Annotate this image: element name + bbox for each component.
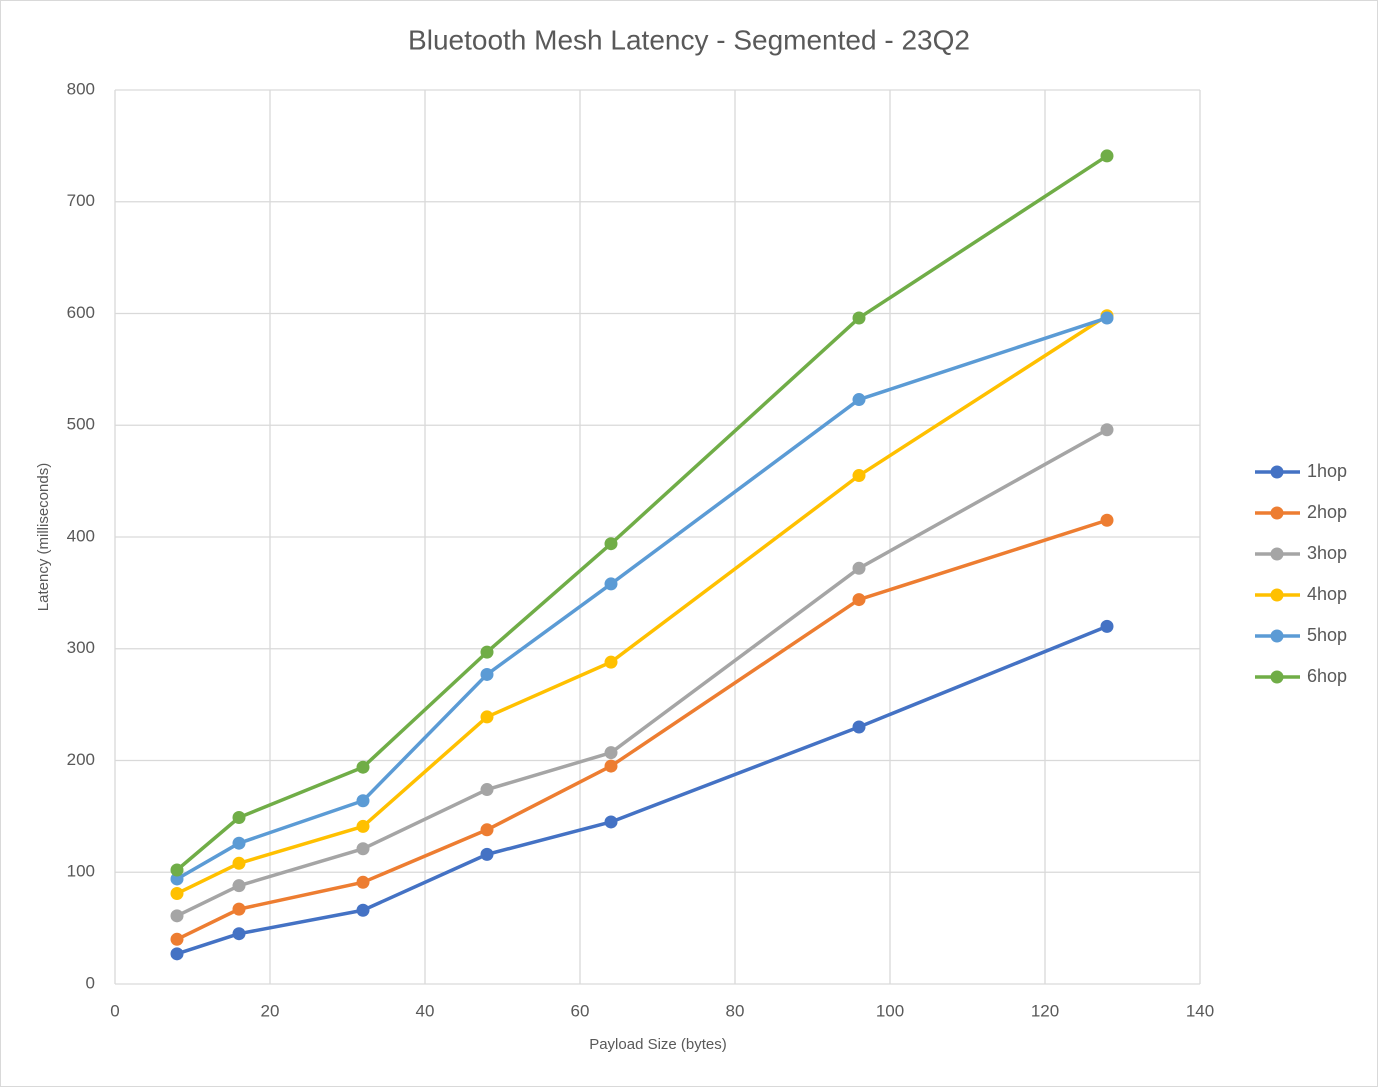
data-point [852, 393, 866, 407]
data-point [852, 469, 866, 483]
x-tick-label: 60 [571, 1001, 590, 1020]
y-tick-label: 600 [67, 303, 95, 322]
data-point [604, 577, 618, 591]
data-point [356, 903, 370, 917]
y-tick-label: 700 [67, 191, 95, 210]
y-tick-label: 200 [67, 750, 95, 769]
data-point [480, 783, 494, 797]
legend-marker [1270, 465, 1284, 479]
legend-label: 5hop [1307, 625, 1347, 645]
data-point [1100, 513, 1114, 527]
data-point [480, 823, 494, 837]
data-point [480, 645, 494, 659]
legend-marker [1270, 670, 1284, 684]
data-point [604, 746, 618, 760]
x-tick-label: 120 [1031, 1001, 1059, 1020]
y-tick-label: 800 [67, 79, 95, 98]
chart-title: Bluetooth Mesh Latency - Segmented - 23Q… [408, 24, 970, 55]
legend-marker [1270, 629, 1284, 643]
data-point [356, 842, 370, 856]
x-tick-label: 100 [876, 1001, 904, 1020]
x-tick-label: 140 [1186, 1001, 1214, 1020]
data-point [356, 794, 370, 808]
data-point [480, 667, 494, 681]
legend-label: 2hop [1307, 502, 1347, 522]
y-tick-label: 500 [67, 415, 95, 434]
data-point [852, 561, 866, 575]
data-point [604, 759, 618, 773]
data-point [480, 847, 494, 861]
x-tick-label: 80 [726, 1001, 745, 1020]
data-point [604, 655, 618, 669]
legend-label: 4hop [1307, 584, 1347, 604]
data-point [852, 593, 866, 607]
y-axis-label: Latency (milliseconds) [35, 463, 52, 611]
legend-marker [1270, 547, 1284, 561]
data-point [232, 927, 246, 941]
legend-label: 1hop [1307, 461, 1347, 481]
data-point [232, 856, 246, 870]
y-tick-label: 300 [67, 638, 95, 657]
data-point [852, 311, 866, 325]
data-point [480, 710, 494, 724]
data-point [356, 819, 370, 833]
y-tick-label: 100 [67, 862, 95, 881]
legend-marker [1270, 588, 1284, 602]
data-point [1100, 311, 1114, 325]
x-axis-label: Payload Size (bytes) [589, 1036, 727, 1053]
data-point [170, 909, 184, 923]
y-tick-label: 0 [86, 973, 95, 992]
data-point [1100, 423, 1114, 437]
data-point [1100, 619, 1114, 633]
data-point [232, 810, 246, 824]
data-point [852, 720, 866, 734]
data-point [1100, 149, 1114, 163]
data-point [232, 879, 246, 893]
data-point [232, 902, 246, 916]
data-point [232, 836, 246, 850]
legend-label: 3hop [1307, 543, 1347, 563]
data-point [356, 875, 370, 889]
y-tick-label: 400 [67, 526, 95, 545]
data-point [170, 886, 184, 900]
data-point [170, 947, 184, 961]
legend-label: 6hop [1307, 666, 1347, 686]
data-point [356, 760, 370, 774]
data-point [170, 863, 184, 877]
data-point [170, 932, 184, 946]
legend-marker [1270, 506, 1284, 520]
x-tick-label: 0 [110, 1001, 119, 1020]
x-tick-label: 40 [416, 1001, 435, 1020]
data-point [604, 815, 618, 829]
x-tick-label: 20 [261, 1001, 280, 1020]
data-point [170, 872, 184, 886]
data-point [604, 537, 618, 551]
